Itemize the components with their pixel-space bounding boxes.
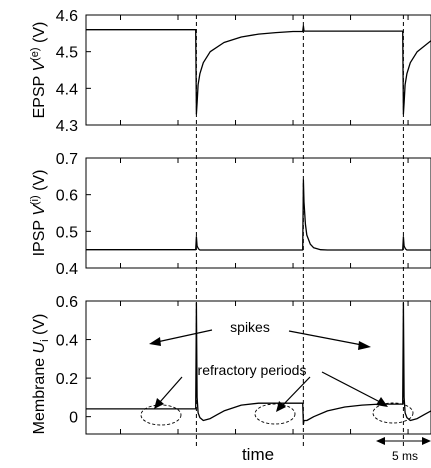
- scale-bar-arrow-right: [422, 437, 431, 445]
- refractory-arrowhead-3: [376, 397, 388, 407]
- x-axis-label: time: [242, 445, 274, 464]
- refractory-arrow-2: [281, 376, 311, 407]
- epsp-y-tick-label: 4.5: [56, 45, 78, 62]
- refractory-ellipse-3: [372, 402, 414, 424]
- membrane-y-tick-label: 0.4: [56, 333, 78, 350]
- refractory-arrow-3: [321, 371, 381, 403]
- spikes-arrow-right: [288, 330, 363, 346]
- refractory-ellipse-1: [140, 404, 182, 426]
- epsp-y-tick-label: 4.3: [56, 118, 78, 135]
- ipsp-trace: [86, 179, 431, 251]
- spikes-annotation: spikes: [149, 319, 371, 350]
- epsp-y-axis-label: EPSP V(e) (V): [29, 22, 48, 119]
- spikes-arrowhead-right: [358, 341, 371, 350]
- epsp-trace: [86, 25, 431, 115]
- epsp-y-tick-label: 4.6: [56, 8, 78, 25]
- membrane-y-tick-label: 0.2: [56, 371, 78, 388]
- ipsp-y-tick-label: 0.6: [56, 188, 78, 205]
- ipsp-y-tick-label: 0.7: [56, 151, 78, 168]
- spikes-arrowhead-left: [149, 337, 161, 346]
- ipsp-panel-frame: [85, 157, 431, 269]
- refractory-arrowhead-1: [154, 398, 164, 409]
- epsp-y-tick-label: 4.4: [56, 81, 78, 98]
- refractory-label: refractory periods: [198, 362, 307, 378]
- spike-time-guides: [195, 15, 404, 446]
- membrane-y-tick-label: 0: [69, 410, 78, 427]
- scale-bar-label: 5 ms: [392, 449, 418, 463]
- epsp-panel-frame: [85, 14, 431, 126]
- ipsp-y-tick-label: 0.5: [56, 224, 78, 241]
- membrane-panel-frame: [85, 300, 431, 435]
- membrane-y-axis-label: Membrane Ui (V): [31, 314, 51, 435]
- scale-bar: 5 ms: [376, 437, 431, 463]
- membrane-y-tick-label: 0.6: [56, 294, 78, 311]
- scale-bar-arrow-left: [376, 437, 385, 445]
- refractory-annotation: refractory periods: [140, 362, 414, 426]
- spikes-label: spikes: [230, 319, 270, 335]
- spikes-arrow-left: [156, 329, 213, 343]
- ipsp-y-axis-label: IPSP V(i) (V): [29, 170, 48, 257]
- refractory-ellipse-2: [254, 403, 296, 425]
- refractory-arrow-1: [159, 376, 183, 403]
- membrane-trace: [86, 302, 431, 426]
- axis-ticks: 4.3 4.4 4.5 4.6 0.4 0.5 0.6 0.7 0 0.2 0.4 0.6: [56, 8, 409, 434]
- ipsp-y-tick-label: 0.4: [56, 261, 78, 278]
- traces: [86, 25, 431, 426]
